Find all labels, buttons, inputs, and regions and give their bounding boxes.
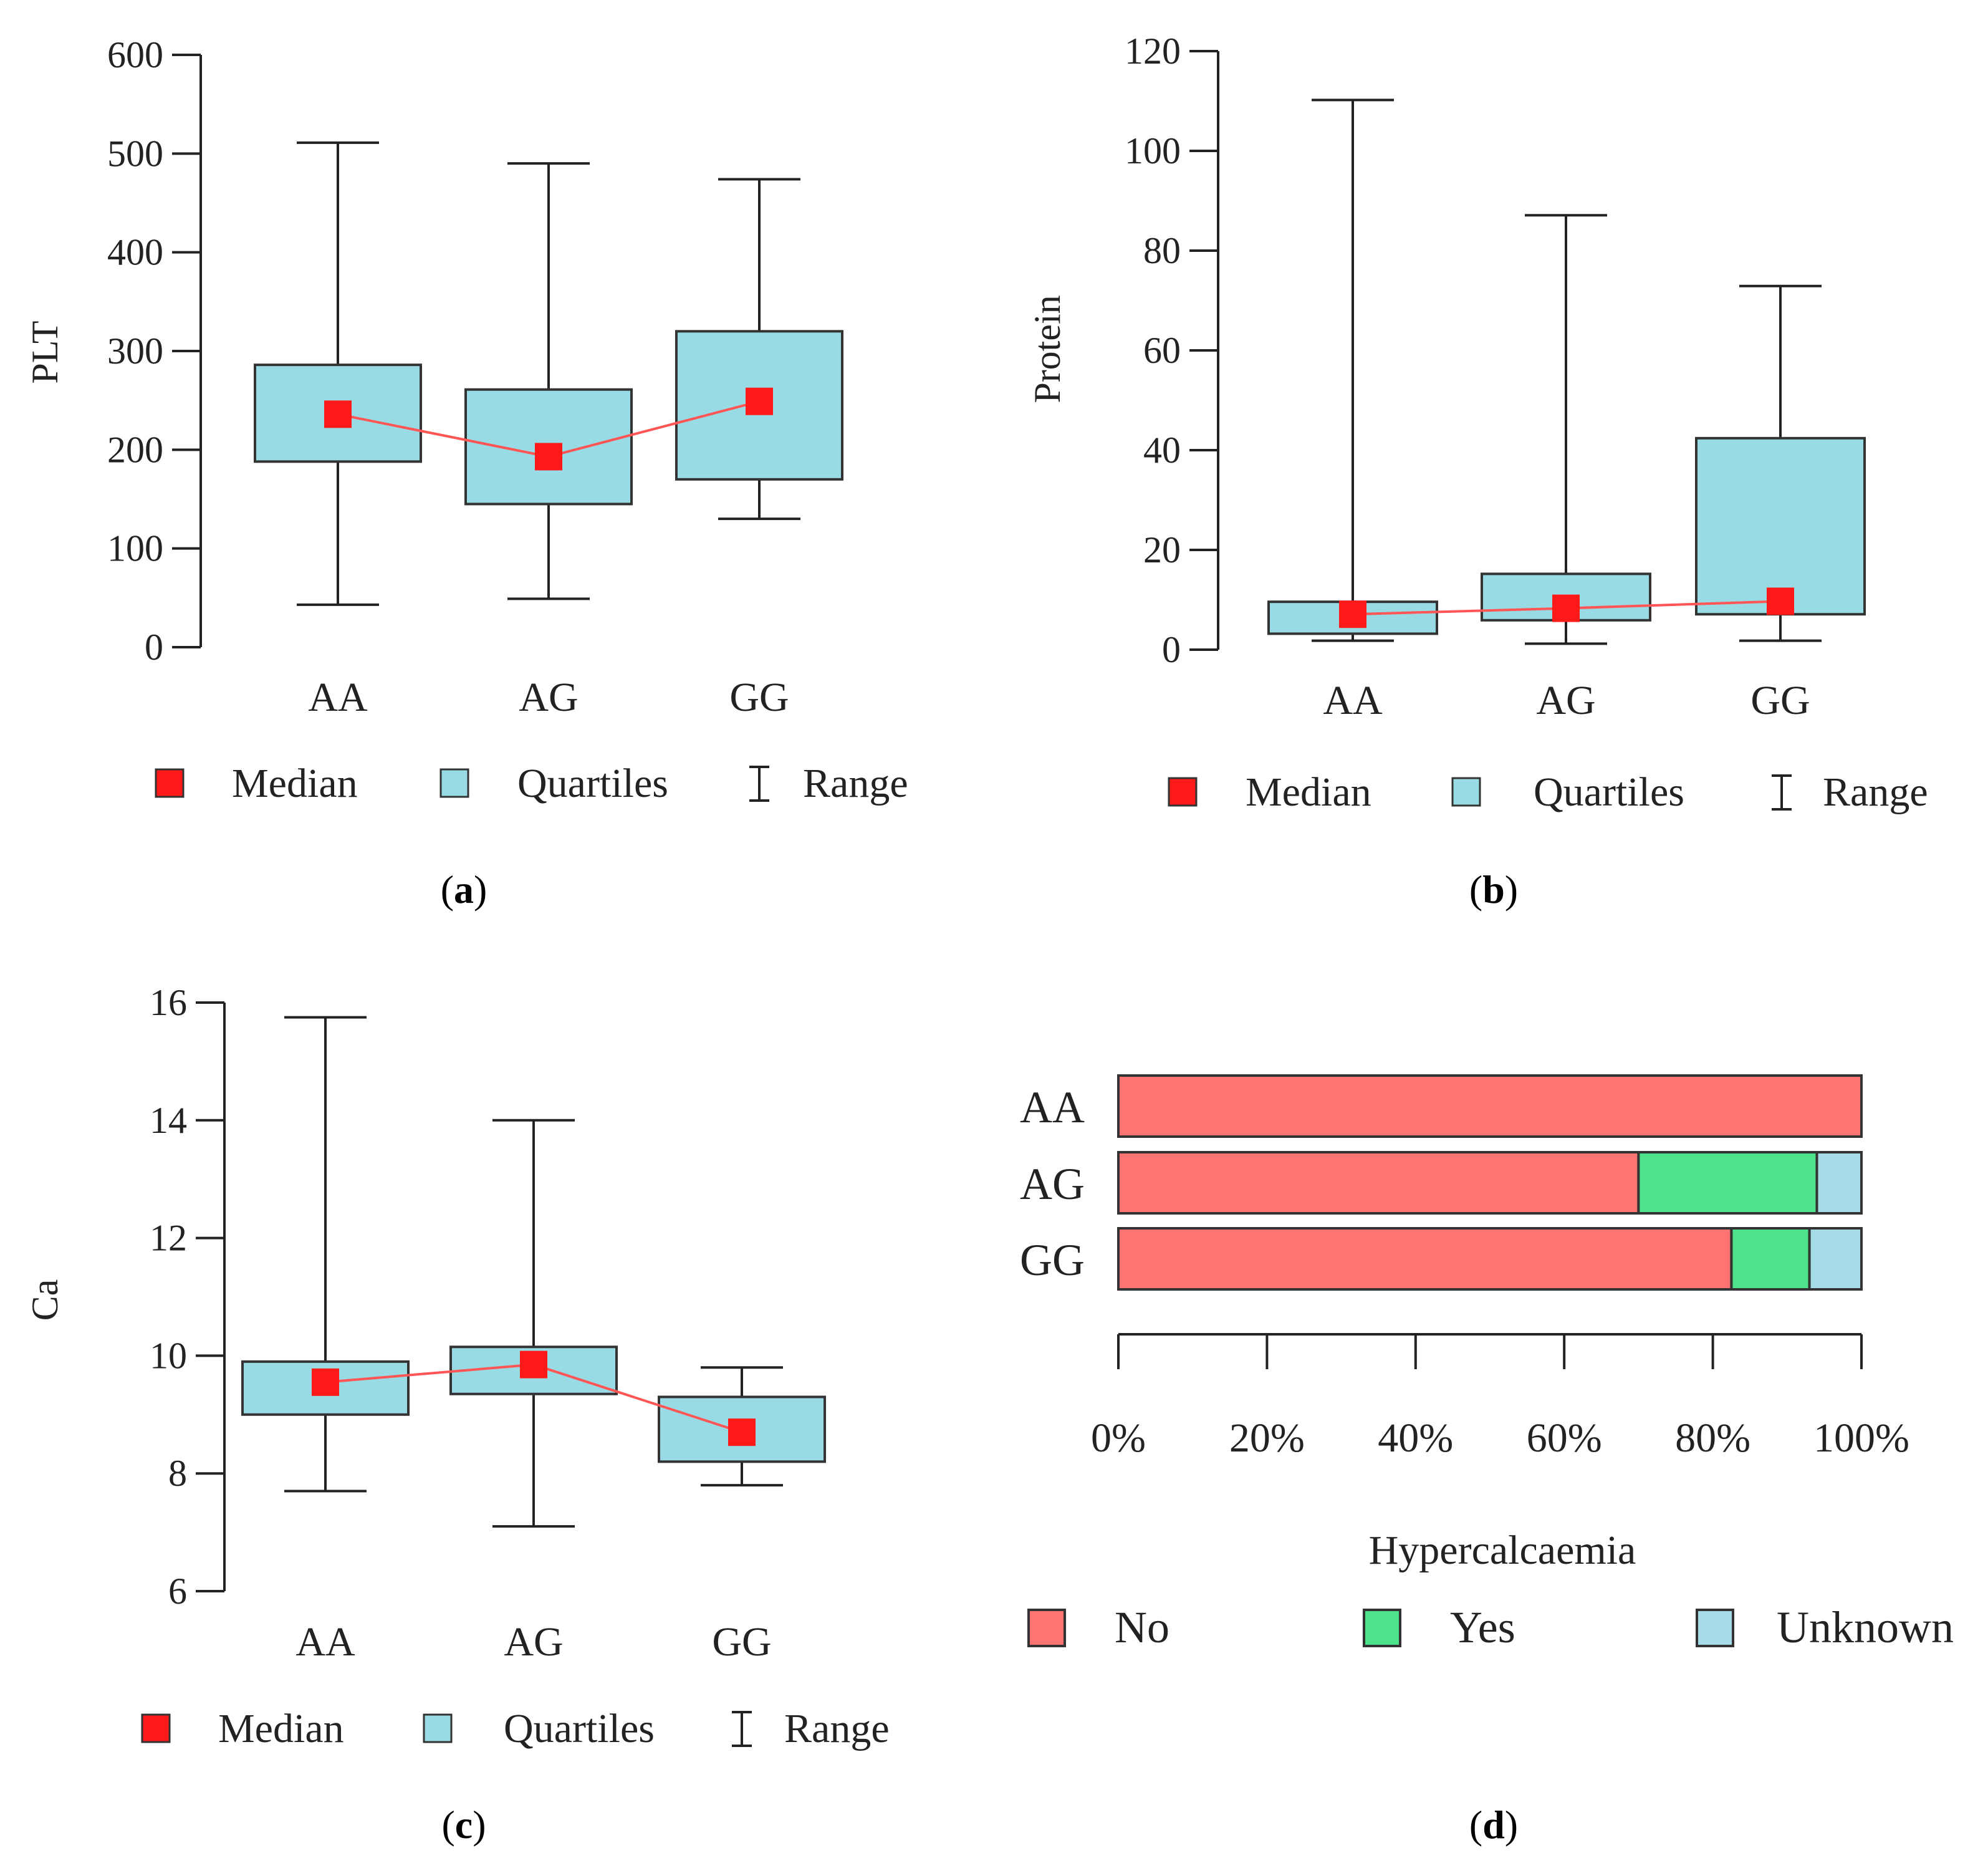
bar-segment-no-AA xyxy=(1117,1074,1863,1138)
median-marker-c-AG xyxy=(520,1350,547,1379)
y-axis-label-c: Ca xyxy=(24,1279,65,1321)
legend-range-label: Range xyxy=(784,1706,890,1751)
y-tick-label-a: 200 xyxy=(107,429,163,470)
legend-median-swatch xyxy=(141,1713,171,1743)
y-tick-label-a: 0 xyxy=(145,627,163,668)
x-tick-label-d: 80% xyxy=(1675,1415,1750,1461)
panel-label-d-letter: d xyxy=(1482,1803,1505,1847)
x-tick-label-a-AG: AG xyxy=(519,675,578,720)
legend-quartiles-label: Quartiles xyxy=(517,761,668,806)
y-tick-label-a: 100 xyxy=(107,528,163,569)
legend-quartiles-swatch xyxy=(439,768,469,798)
legend-quartiles-swatch xyxy=(1451,777,1481,807)
legend-a xyxy=(155,766,769,802)
legend-unknown-swatch xyxy=(1696,1609,1734,1647)
x-tick-label-d: 100% xyxy=(1813,1415,1909,1461)
legend-median-swatch xyxy=(155,768,185,798)
x-tick-label-d: 20% xyxy=(1229,1415,1305,1461)
legend-no-swatch xyxy=(1027,1609,1066,1647)
panel-label-c-letter: c xyxy=(454,1803,473,1847)
median-marker-c-AA xyxy=(312,1368,339,1396)
panel-label-c: (c) xyxy=(441,1803,486,1847)
y-tick-label-b: 40 xyxy=(1143,430,1181,471)
legend-range-label: Range xyxy=(1823,769,1928,815)
legend-b xyxy=(1168,774,1792,811)
median-marker-c-GG xyxy=(728,1418,756,1447)
x-tick-label-a-AA: AA xyxy=(308,675,368,720)
panel-label-b-letter: b xyxy=(1482,867,1505,912)
median-marker-b-AG xyxy=(1552,594,1580,622)
x-tick-label-a-GG: GG xyxy=(729,675,789,720)
x-tick-label-b-AG: AG xyxy=(1536,678,1595,723)
legend-no-label: No xyxy=(1115,1602,1169,1652)
y-axis-label-a: PLT xyxy=(24,320,65,383)
legend-quartiles-swatch xyxy=(423,1713,453,1743)
median-marker-a-GG xyxy=(746,387,773,415)
median-marker-a-AA xyxy=(324,400,352,428)
x-axis-label-d: Hypercalcaemia xyxy=(1369,1528,1636,1573)
y-tick-label-b: 20 xyxy=(1143,529,1181,570)
y-tick-label-c: 12 xyxy=(150,1218,187,1259)
y-tick-label-b: 120 xyxy=(1125,31,1181,72)
legend-quartiles-label: Quartiles xyxy=(1534,769,1684,815)
bar-segment-no-GG xyxy=(1117,1227,1733,1291)
y-tick-label-c: 8 xyxy=(168,1453,187,1494)
x-tick-label-d: 60% xyxy=(1527,1415,1602,1461)
y-category-label-d-AG: AG xyxy=(1020,1159,1085,1209)
y-category-label-d-AA: AA xyxy=(1020,1082,1085,1132)
y-category-label-d-GG: GG xyxy=(1020,1235,1085,1285)
y-tick-label-c: 10 xyxy=(150,1335,187,1376)
legend-yes-swatch xyxy=(1363,1609,1401,1647)
y-tick-label-c: 6 xyxy=(168,1571,187,1612)
y-tick-label-c: 16 xyxy=(150,982,187,1023)
y-tick-label-a: 300 xyxy=(107,330,163,372)
legend-range-label: Range xyxy=(803,761,908,806)
legend-c xyxy=(141,1711,752,1747)
y-tick-label-a: 600 xyxy=(107,34,163,75)
legend-median-label: Median xyxy=(1246,769,1371,815)
bar-segment-yes-AG xyxy=(1637,1151,1818,1215)
x-tick-label-d: 40% xyxy=(1378,1415,1453,1461)
y-tick-label-c: 14 xyxy=(150,1100,187,1141)
x-tick-label-c-AG: AG xyxy=(504,1619,563,1665)
x-tick-label-b-AA: AA xyxy=(1323,678,1383,723)
panel-label-a-letter: a xyxy=(454,867,474,912)
bar-segment-unknown-GG xyxy=(1808,1227,1863,1291)
x-tick-label-b-GG: GG xyxy=(1750,678,1810,723)
legend-unknown-label: Unknown xyxy=(1777,1602,1954,1652)
median-marker-b-AA xyxy=(1339,600,1366,628)
y-tick-label-a: 400 xyxy=(107,232,163,273)
legend-median-label: Median xyxy=(218,1706,344,1751)
panel-label-b: (b) xyxy=(1469,867,1519,912)
panel-label-a: (a) xyxy=(440,867,487,912)
bar-segment-yes-GG xyxy=(1730,1227,1811,1291)
bar-segment-unknown-AG xyxy=(1815,1151,1863,1215)
median-marker-a-AG xyxy=(535,443,562,471)
legend-median-label: Median xyxy=(232,761,358,806)
y-tick-label-b: 80 xyxy=(1143,230,1181,271)
legend-quartiles-label: Quartiles xyxy=(504,1706,655,1751)
x-tick-label-c-GG: GG xyxy=(712,1619,771,1665)
panel-label-d: (d) xyxy=(1469,1803,1519,1847)
y-tick-label-b: 60 xyxy=(1143,330,1181,371)
x-tick-label-d: 0% xyxy=(1091,1415,1146,1461)
y-axis-label-b: Protein xyxy=(1027,295,1068,403)
legend-yes-label: Yes xyxy=(1450,1602,1515,1652)
x-tick-label-c-AA: AA xyxy=(295,1619,355,1665)
median-marker-b-GG xyxy=(1767,587,1794,615)
y-tick-label-b: 0 xyxy=(1162,629,1181,670)
y-tick-label-b: 100 xyxy=(1125,130,1181,171)
y-tick-label-a: 500 xyxy=(107,133,163,174)
legend-median-swatch xyxy=(1168,777,1198,807)
bar-segment-no-AG xyxy=(1117,1151,1640,1215)
